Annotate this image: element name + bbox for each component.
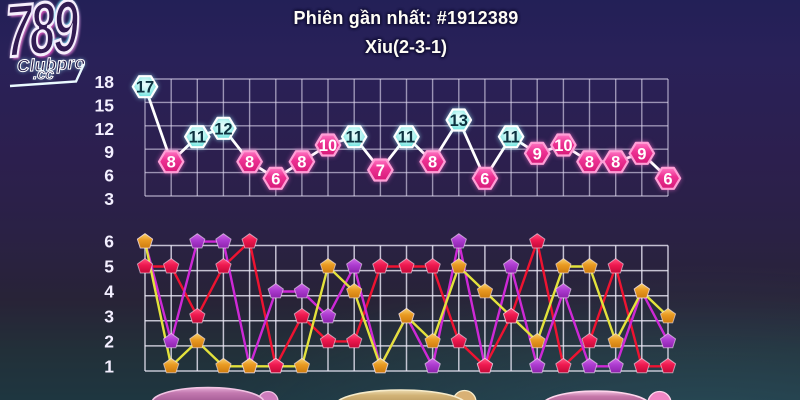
svg-text:7: 7 [376, 162, 385, 180]
svg-text:8: 8 [585, 154, 594, 172]
svg-text:11: 11 [502, 129, 519, 147]
svg-text:10: 10 [554, 137, 572, 155]
svg-text:13: 13 [450, 112, 468, 130]
svg-text:6: 6 [271, 170, 280, 188]
svg-text:11: 11 [189, 129, 206, 147]
svg-text:15: 15 [95, 95, 115, 115]
svg-text:8: 8 [428, 154, 437, 172]
svg-text:6: 6 [104, 232, 114, 252]
svg-text:18: 18 [95, 72, 115, 92]
svg-text:6: 6 [480, 170, 489, 188]
svg-text:9: 9 [533, 145, 542, 163]
svg-text:9: 9 [104, 142, 114, 162]
svg-text:12: 12 [95, 119, 115, 139]
svg-text:3: 3 [104, 306, 114, 326]
svg-text:11: 11 [345, 129, 362, 147]
svg-text:10: 10 [319, 137, 337, 155]
svg-text:6: 6 [104, 166, 114, 186]
svg-text:17: 17 [136, 79, 154, 97]
svg-text:8: 8 [611, 154, 620, 172]
svg-text:8: 8 [167, 154, 176, 172]
svg-text:3: 3 [104, 189, 114, 209]
svg-text:5: 5 [104, 257, 114, 277]
svg-text:4: 4 [104, 282, 114, 302]
svg-text:6: 6 [663, 170, 672, 188]
svg-text:11: 11 [398, 129, 415, 147]
svg-text:9: 9 [637, 145, 646, 163]
svg-text:1: 1 [104, 356, 114, 376]
svg-text:8: 8 [297, 154, 306, 172]
svg-text:8: 8 [245, 154, 254, 172]
svg-text:2: 2 [104, 331, 114, 351]
svg-text:12: 12 [214, 120, 232, 138]
